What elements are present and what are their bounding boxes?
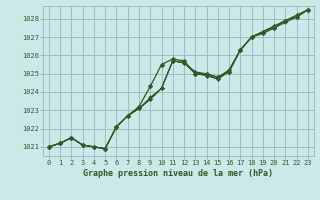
- X-axis label: Graphe pression niveau de la mer (hPa): Graphe pression niveau de la mer (hPa): [84, 169, 273, 178]
